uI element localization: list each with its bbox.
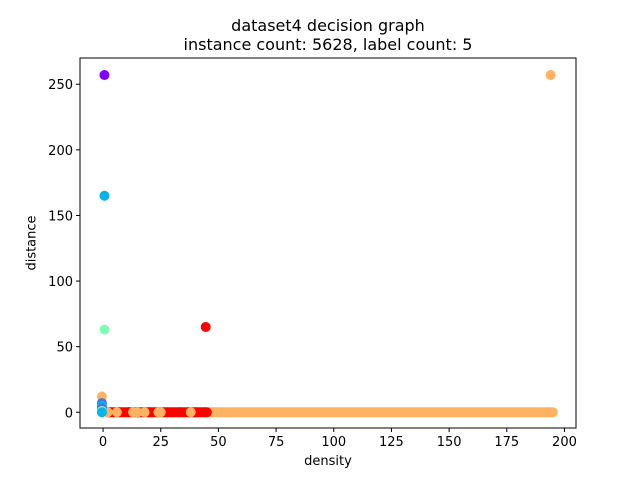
x-tick-label: 100	[321, 435, 346, 450]
y-tick-label: 200	[48, 144, 73, 159]
y-tick-label: 50	[56, 341, 73, 356]
x-tick-label: 175	[494, 435, 519, 450]
data-point	[99, 190, 110, 201]
y-tick-label: 150	[48, 209, 73, 224]
y-tick-label: 0	[65, 406, 73, 421]
points-layer	[96, 70, 558, 418]
data-point	[199, 407, 210, 418]
x-tick-label: 200	[552, 435, 577, 450]
x-axis-label: density	[304, 454, 352, 469]
x-tick-label: 50	[210, 435, 227, 450]
x-tick-label: 75	[268, 435, 285, 450]
y-axis-label-wrap: distance	[12, 58, 52, 428]
x-axis-ticks: 0 25 50 75 100 125 150 175 200	[99, 428, 577, 450]
data-point	[545, 70, 556, 81]
x-tick-label: 25	[152, 435, 169, 450]
chart-title: dataset4 decision graph	[231, 16, 425, 35]
y-tick-label: 250	[48, 78, 73, 93]
y-axis-ticks: 0 50 100 150 200 250	[48, 78, 80, 421]
data-point	[139, 407, 150, 418]
data-point	[99, 324, 110, 335]
x-tick-label: 0	[99, 435, 107, 450]
x-tick-label: 125	[379, 435, 404, 450]
x-tick-label: 150	[437, 435, 462, 450]
data-point	[111, 407, 122, 418]
data-point	[162, 407, 173, 418]
data-point	[96, 407, 107, 418]
y-axis-label: distance	[24, 215, 40, 271]
data-point	[99, 70, 110, 81]
data-point	[132, 407, 143, 418]
data-point	[200, 321, 211, 332]
data-point	[174, 407, 185, 418]
y-tick-label: 100	[48, 275, 73, 290]
chart-subtitle: instance count: 5628, label count: 5	[183, 35, 473, 54]
data-point	[185, 407, 196, 418]
axes-frame	[79, 57, 577, 429]
data-point	[155, 407, 166, 418]
